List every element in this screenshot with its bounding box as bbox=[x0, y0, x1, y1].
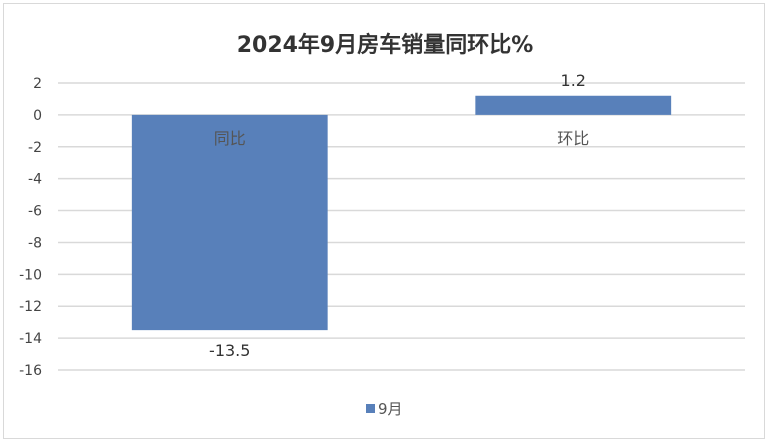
bar bbox=[475, 95, 672, 115]
data-label: -13.5 bbox=[209, 341, 250, 360]
chart-frame bbox=[3, 3, 765, 439]
chart-title: 2024年9月房车销量同环比% bbox=[237, 32, 534, 58]
legend-swatch bbox=[366, 404, 375, 413]
data-label: 1.2 bbox=[561, 71, 586, 90]
bar bbox=[131, 114, 328, 331]
category-label: 环比 bbox=[557, 129, 589, 148]
y-tick-label: -8 bbox=[28, 235, 42, 251]
legend-label: 9月 bbox=[378, 400, 403, 418]
category-label: 同比 bbox=[214, 129, 246, 148]
y-tick-label: -14 bbox=[19, 331, 42, 347]
y-tick-label: -4 bbox=[28, 172, 42, 188]
y-tick-label: 2 bbox=[33, 76, 42, 92]
y-tick-label: -2 bbox=[28, 140, 42, 156]
y-tick-label: -12 bbox=[19, 299, 42, 315]
legend: 9月 bbox=[366, 400, 403, 418]
y-tick-label: -16 bbox=[19, 363, 42, 379]
y-tick-label: 0 bbox=[33, 108, 42, 124]
y-tick-label: -10 bbox=[19, 267, 42, 283]
y-tick-label: -6 bbox=[28, 204, 42, 220]
